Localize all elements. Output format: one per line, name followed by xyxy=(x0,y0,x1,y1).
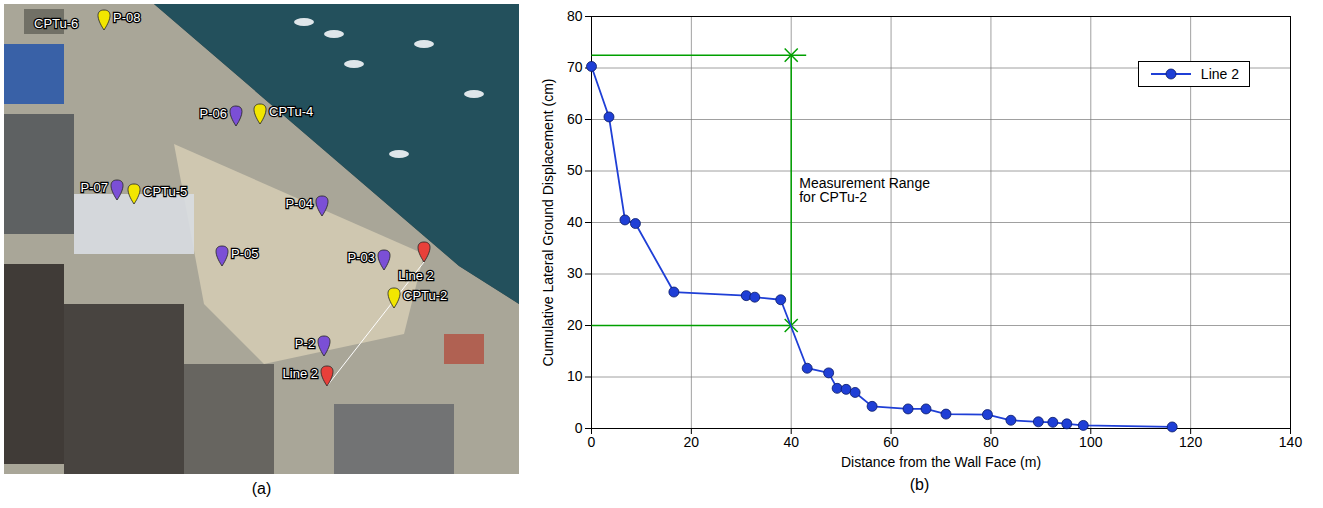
svg-text:0: 0 xyxy=(588,434,596,450)
svg-text:40: 40 xyxy=(783,434,799,450)
html-text:Line 2: Line 2 xyxy=(1200,66,1239,82)
html-text:(a): (a) xyxy=(251,480,272,497)
svg-text:P-07: P-07 xyxy=(81,180,108,195)
svg-text:20: 20 xyxy=(684,434,700,450)
svg-text:CPTu-2: CPTu-2 xyxy=(403,288,447,303)
svg-text:100: 100 xyxy=(1079,434,1103,450)
svg-text:20: 20 xyxy=(567,317,583,333)
svg-text:CPTu-4: CPTu-4 xyxy=(269,104,313,119)
svg-text:Line 2: Line 2 xyxy=(398,268,433,283)
svg-text:60: 60 xyxy=(883,434,899,450)
svg-text:60: 60 xyxy=(567,111,583,127)
svg-text:P-03: P-03 xyxy=(348,250,375,265)
svg-text:50: 50 xyxy=(567,162,583,178)
svg-text:80: 80 xyxy=(567,8,583,24)
svg-text:0: 0 xyxy=(575,420,583,436)
svg-text:P-06: P-06 xyxy=(200,106,227,121)
svg-text:P-05: P-05 xyxy=(231,246,258,261)
svg-text:CPTu-6: CPTu-6 xyxy=(34,16,78,31)
svg-text:30: 30 xyxy=(567,265,583,281)
svg-text:Distance from the Wall Face (m: Distance from the Wall Face (m) xyxy=(841,454,1041,470)
svg-text:Line 2: Line 2 xyxy=(283,366,318,381)
svg-text:70: 70 xyxy=(567,59,583,75)
html-text:(b): (b) xyxy=(909,476,930,493)
svg-text:P-04: P-04 xyxy=(286,196,313,211)
svg-text:80: 80 xyxy=(983,434,999,450)
svg-text:P-2: P-2 xyxy=(295,336,315,351)
svg-text:P-08: P-08 xyxy=(113,10,140,25)
svg-text:10: 10 xyxy=(567,368,583,384)
svg-text:Cumulative Lateral Ground Disp: Cumulative Lateral Ground Displacement (… xyxy=(540,79,556,367)
svg-text:Measurement Rangefor CPTu-2: Measurement Rangefor CPTu-2 xyxy=(799,175,930,205)
svg-text:140: 140 xyxy=(1279,434,1303,450)
svg-text:40: 40 xyxy=(567,214,583,230)
svg-text:CPTu-5: CPTu-5 xyxy=(143,184,187,199)
svg-text:120: 120 xyxy=(1179,434,1203,450)
